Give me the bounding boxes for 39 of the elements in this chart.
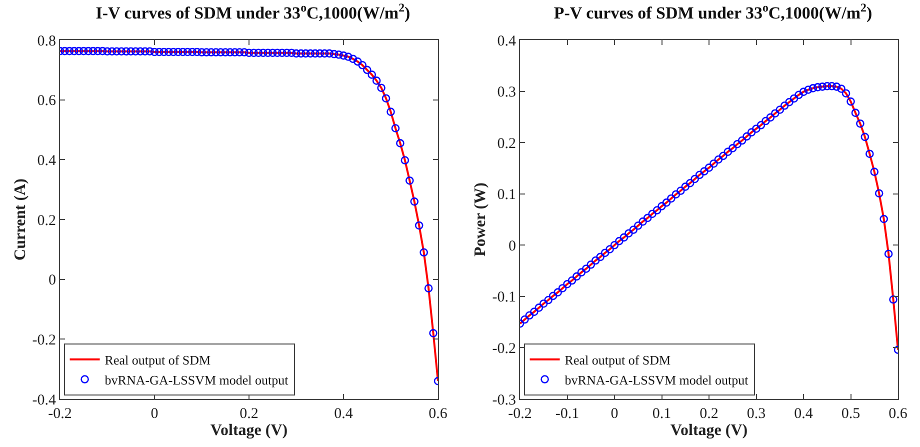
y-tick-label: 0.1 — [497, 187, 516, 204]
x-tick-label: 0.1 — [652, 406, 672, 422]
y-tick-label: 0.2 — [37, 212, 56, 229]
x-axis-title: Voltage (V) — [670, 422, 748, 439]
x-tick-label: 0.3 — [746, 406, 766, 422]
chart-title: I-V curves of SDM under 33$^{o}$C,1000(W/m$^{2}$) — [96, 0, 410, 23]
y-tick-label: 0.3 — [497, 84, 516, 101]
chart-title: P-V curves of SDM under 33$^{o}$C,1000(W/m$^{2}$) — [554, 0, 872, 23]
x-tick-label: 0 — [610, 406, 618, 422]
x-tick-label: 0.2 — [240, 406, 258, 422]
y-tick-label: 0.4 — [37, 152, 56, 169]
legend-label: bvRNA-GA-LSSVM model output — [564, 372, 749, 388]
legend-label: Real output of SDM — [564, 352, 672, 368]
x-tick-label: -0.2 — [48, 406, 72, 422]
legend-label: bvRNA-GA-LSSVM model output — [104, 372, 289, 388]
x-tick-label: 0.4 — [334, 406, 354, 422]
x-tick-label: -0.1 — [555, 406, 580, 422]
y-tick-label: -0.3 — [492, 392, 516, 408]
y-axis-title: Current (A) — [12, 178, 30, 260]
legend-label: Real output of SDM — [104, 352, 212, 368]
x-axis-title: Voltage (V) — [210, 422, 288, 439]
x-tick-label: 0.6 — [888, 406, 908, 422]
y-tick-label: 0.2 — [497, 136, 516, 152]
x-tick-label: 0.2 — [700, 406, 718, 422]
y-axis-title: Power (W) — [472, 182, 490, 256]
y-tick-label: 0.6 — [37, 93, 56, 110]
x-tick-label: -0.2 — [508, 406, 532, 422]
x-tick-label: 0.5 — [841, 406, 860, 422]
x-tick-label: 0.4 — [794, 406, 814, 422]
y-tick-label: -0.4 — [32, 392, 56, 408]
y-tick-label: -0.2 — [492, 340, 516, 357]
y-tick-label: 0.4 — [497, 33, 516, 50]
x-tick-label: 0 — [150, 406, 158, 422]
y-tick-label: -0.1 — [492, 290, 516, 306]
y-tick-label: 0.8 — [37, 33, 56, 50]
x-tick-label: 0.6 — [428, 406, 448, 422]
y-tick-label: -0.2 — [32, 332, 56, 348]
y-tick-label: 0 — [48, 272, 56, 289]
y-tick-label: 0 — [508, 238, 516, 254]
